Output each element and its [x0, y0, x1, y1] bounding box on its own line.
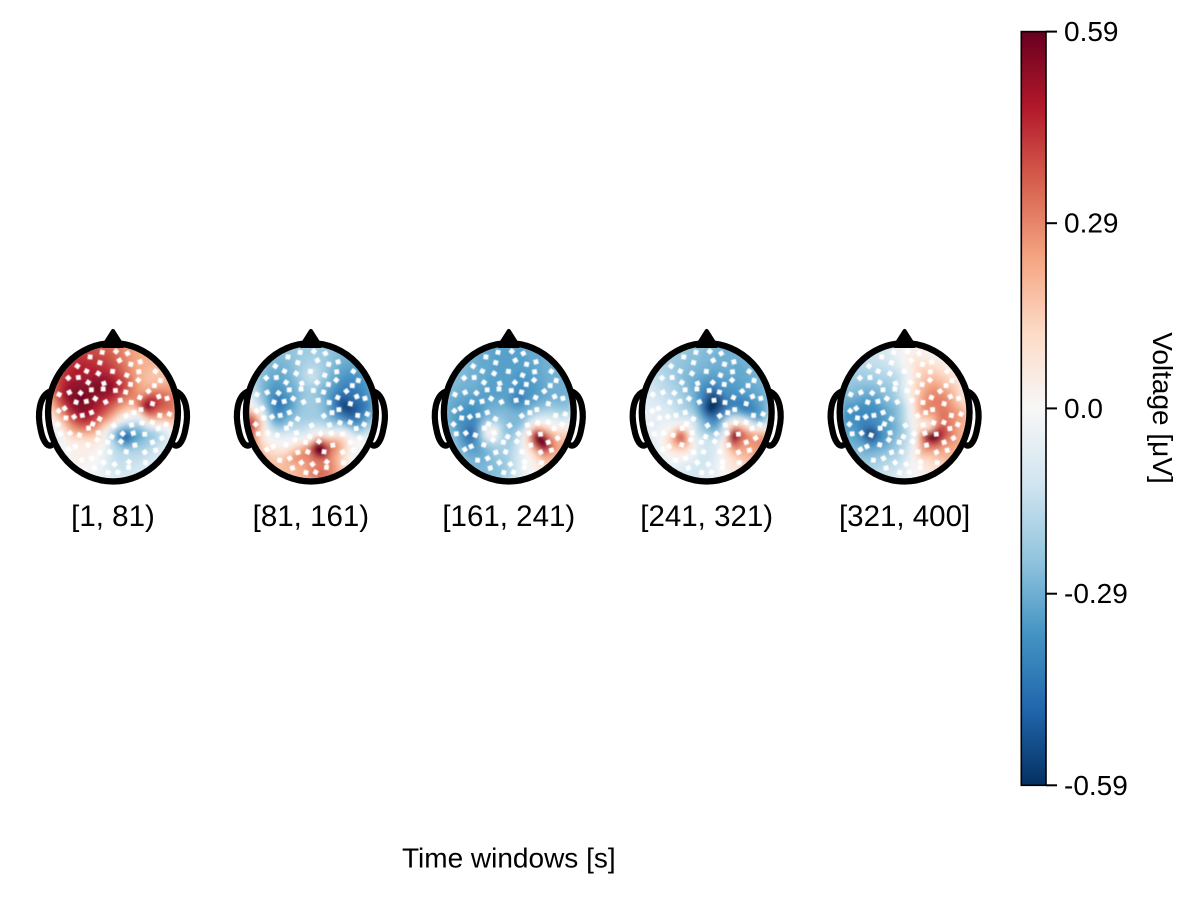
svg-text:[1, 81): [1, 81)	[71, 500, 155, 533]
svg-text:0.29: 0.29	[1064, 208, 1119, 239]
svg-text:-0.59: -0.59	[1064, 770, 1128, 801]
svg-text:[241, 321): [241, 321)	[640, 500, 773, 533]
svg-text:Time windows [s]: Time windows [s]	[402, 843, 616, 874]
svg-text:0.59: 0.59	[1064, 16, 1119, 47]
svg-text:-0.29: -0.29	[1064, 578, 1128, 609]
svg-text:[321, 400]: [321, 400]	[839, 500, 970, 533]
svg-text:[161, 241): [161, 241)	[442, 500, 575, 533]
svg-text:[81, 161): [81, 161)	[253, 500, 369, 533]
svg-text:Voltage [μV]: Voltage [μV]	[1147, 332, 1178, 484]
svg-text:0.0: 0.0	[1064, 393, 1103, 424]
